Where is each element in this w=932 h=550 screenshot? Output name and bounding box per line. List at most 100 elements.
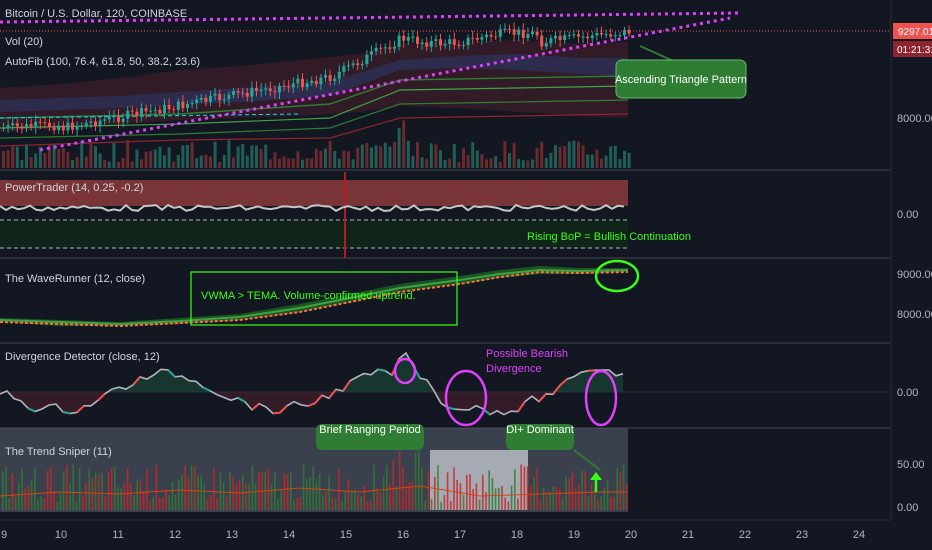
trendsniper-bar: [610, 496, 612, 510]
trendsniper-bar: [296, 497, 298, 510]
trendsniper-bar: [462, 494, 465, 510]
time-axis-label: 18: [511, 529, 523, 541]
trendsniper-bar: [341, 501, 343, 510]
volume-bar: [158, 146, 162, 168]
candle-body: [61, 125, 65, 131]
powertrader-pane[interactable]: PowerTrader (14, 0.25, -0.2) Rising BoP …: [0, 172, 691, 258]
divergence-segment: [517, 401, 526, 413]
volume-bar: [613, 145, 617, 168]
volume-bar: [310, 158, 314, 168]
candle-body: [264, 88, 268, 90]
volume-bar: [204, 154, 208, 168]
divergence-label[interactable]: Divergence Detector (close, 12): [5, 351, 160, 363]
candle-body: [310, 80, 314, 84]
powertrader-label[interactable]: PowerTrader (14, 0.25, -0.2): [5, 182, 143, 194]
trendsniper-bar: [286, 474, 289, 510]
divergence-fill: [224, 392, 231, 401]
trendsniper-bar: [568, 478, 570, 510]
trendsniper-bar: [562, 497, 564, 510]
divergence-fill: [63, 392, 70, 414]
divergence-segment: [447, 406, 456, 411]
trendsniper-label[interactable]: The Trend Sniper (11): [5, 446, 112, 458]
trendsniper-bar: [85, 482, 87, 510]
candle-body: [255, 88, 258, 91]
trendsniper-bar: [331, 497, 334, 510]
ranging-annotation: Brief Ranging Period: [319, 424, 421, 436]
trendsniper-bar: [56, 501, 58, 510]
trendsniper-bar: [542, 487, 545, 510]
autofib-indicator-label[interactable]: AutoFib (100, 76.4, 61.8, 50, 38.2, 23.6…: [5, 56, 200, 68]
triangle-upper-trendline[interactable]: [0, 11, 741, 24]
trendsniper-bar: [469, 474, 471, 510]
candle-body: [512, 29, 516, 35]
candle-body: [186, 104, 189, 109]
volume-bar: [314, 149, 318, 168]
volume-bar: [489, 158, 493, 168]
volume-bar: [342, 150, 346, 168]
candle-body: [66, 122, 70, 131]
candle-body: [333, 78, 337, 82]
trendsniper-bar: [389, 483, 391, 510]
divergence-segment: [279, 405, 288, 414]
trendsniper-bar: [504, 497, 506, 510]
trendsniper-pane[interactable]: Brief Ranging Period DI+ Dominant The Tr…: [0, 424, 628, 512]
trendsniper-bar: [274, 472, 276, 510]
candle-body: [57, 125, 61, 131]
candle-body: [282, 85, 286, 87]
time-axis-label: 14: [283, 529, 295, 541]
divergence-fill: [420, 378, 427, 392]
divergence-fill: [511, 392, 518, 412]
trendsniper-bar: [299, 497, 302, 510]
waverunner-annotation-box[interactable]: [190, 271, 458, 326]
triangle-lower-trendline[interactable]: [39, 16, 731, 152]
ranging-annotation-box[interactable]: [316, 424, 424, 450]
trendsniper-bar: [347, 479, 350, 510]
candle-body: [370, 51, 373, 55]
trendsniper-bar: [325, 492, 327, 510]
main-y-tick: 8000.00: [897, 113, 932, 125]
time-axis[interactable]: 9 10 11 12 13 14 15 16 17 18 19 20 21 22 23 24: [0, 519, 891, 541]
volume-bar: [89, 141, 93, 168]
vol-indicator-label[interactable]: Vol (20): [5, 36, 43, 48]
volume-bar: [25, 144, 28, 168]
trendsniper-bar: [590, 483, 593, 510]
candle-body: [112, 115, 116, 117]
price-candles: [2, 22, 631, 136]
volume-bar: [250, 145, 254, 168]
volume-bar: [278, 158, 281, 168]
price-axis[interactable]: 9297.01 01:21:31 8000.00 0.00 9000.00 80…: [890, 0, 932, 520]
waverunner-label[interactable]: The WaveRunner (12, close): [5, 273, 145, 285]
main-price-pane[interactable]: Ascending Triangle Pattern Bitcoin / U.S…: [0, 8, 890, 168]
trendsniper-bar: [146, 469, 148, 510]
ascending-triangle-annotation-box[interactable]: [615, 59, 747, 99]
trendsniper-bar: [181, 475, 183, 510]
divergence-fill: [357, 373, 364, 392]
volume-bar: [618, 159, 622, 168]
volume-bar: [485, 159, 488, 168]
divergence-fill: [91, 392, 98, 406]
trendsniper-bar: [398, 451, 401, 510]
volume-bar: [11, 144, 15, 168]
candle-body: [199, 97, 203, 100]
trendsniper-bar: [34, 467, 36, 510]
candle-body: [508, 28, 511, 30]
divergence-pane[interactable]: Possible Bearish Divergence Divergence D…: [0, 348, 890, 427]
candle-body: [43, 122, 47, 124]
trendsniper-bar: [226, 496, 228, 510]
divergence-fill: [154, 369, 161, 392]
trendsniper-bar: [578, 484, 580, 510]
volume-bar: [480, 154, 484, 168]
waverunner-pane[interactable]: VWMA > TEMA. Volume-confirmed uptrend. T…: [0, 259, 640, 328]
candle-body: [2, 127, 5, 129]
trendsniper-bar: [245, 483, 247, 510]
trendsniper-bar: [40, 496, 42, 510]
divergence-fill: [245, 392, 252, 410]
trendsniper-bar: [405, 485, 407, 510]
trendsniper-bar: [210, 495, 212, 510]
candle-body: [604, 34, 608, 36]
di-plus-annotation-box[interactable]: [506, 424, 574, 450]
divergence-fill: [462, 392, 469, 410]
candle-body: [163, 104, 166, 114]
volume-bar: [517, 158, 521, 168]
